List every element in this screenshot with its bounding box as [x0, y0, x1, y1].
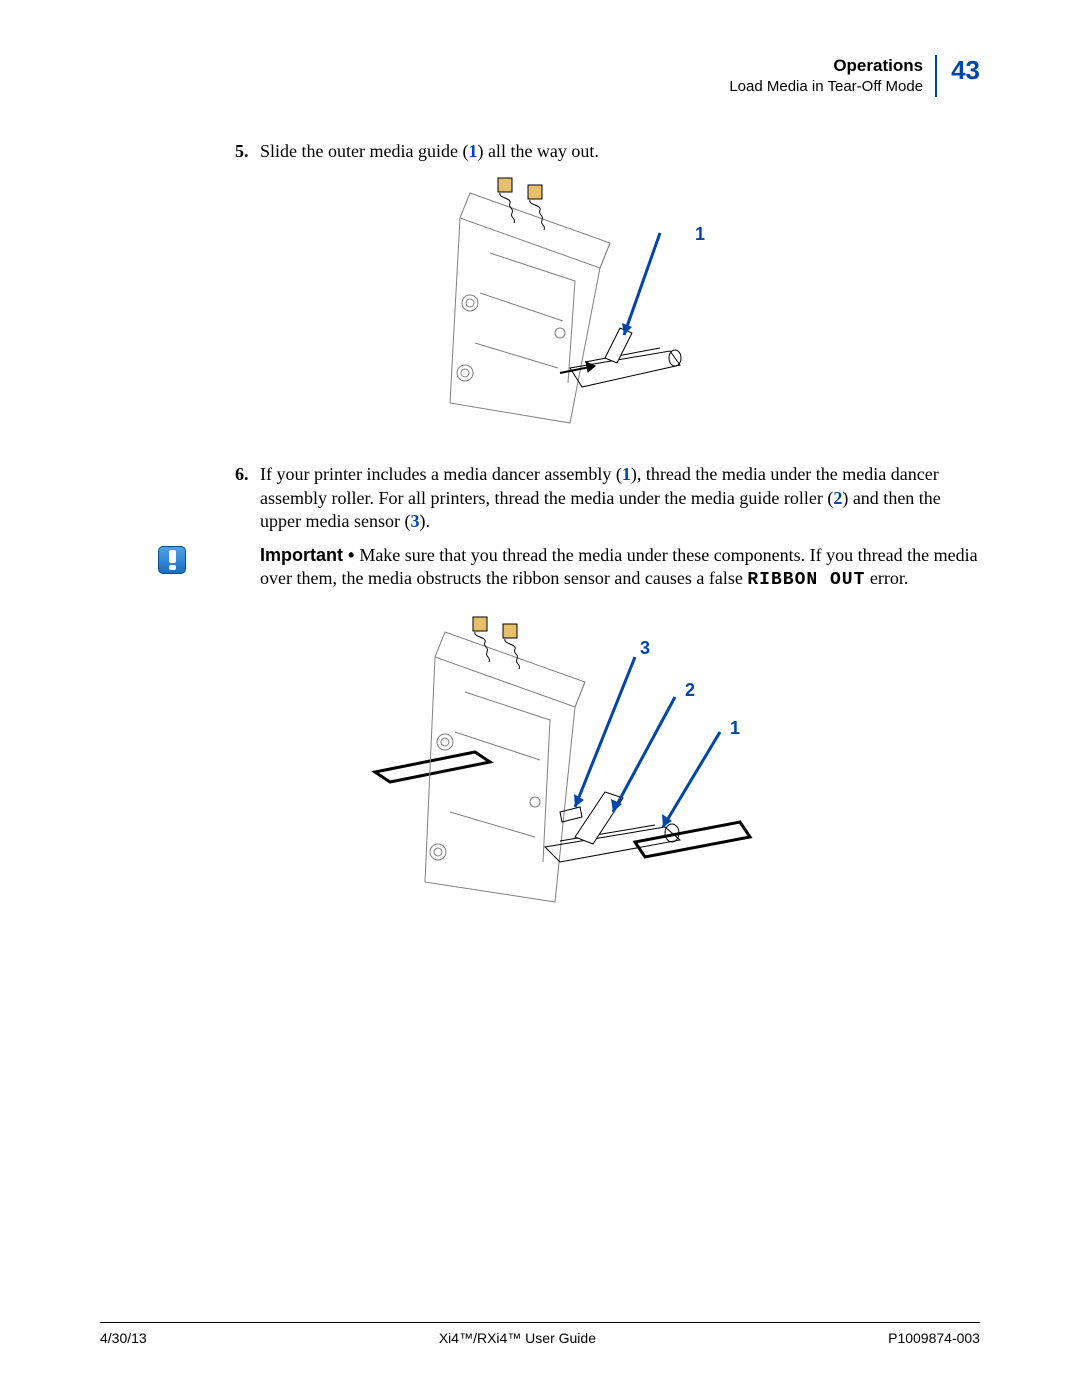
printer-diagram-1	[410, 173, 710, 433]
figure-1: 1	[140, 173, 980, 443]
footer-guide-name: Xi4™/RXi4™ User Guide	[439, 1329, 596, 1347]
important-icon	[158, 546, 186, 574]
document-page: Operations Load Media in Tear-Off Mode 4…	[0, 0, 1080, 1397]
page-footer: 4/30/13 Xi4™/RXi4™ User Guide P1009874-0…	[100, 1322, 980, 1347]
important-mono: RIBBON OUT	[747, 570, 865, 590]
step-5-text-b: ) all the way out.	[477, 141, 598, 161]
step-5-number: 5.	[235, 140, 249, 163]
step-5-text: Slide the outer media guide (1) all the …	[260, 141, 599, 161]
important-label: Important •	[260, 545, 359, 565]
important-note: Important • Make sure that you thread th…	[140, 544, 980, 593]
figure-2: 3 2 1	[140, 612, 980, 942]
footer-date: 4/30/13	[100, 1329, 147, 1347]
step-5-text-a: Slide the outer media guide (	[260, 141, 468, 161]
step-6-number: 6.	[235, 463, 249, 486]
figure-2-callout-2: 2	[685, 679, 695, 702]
step-6: 6. If your printer includes a media danc…	[140, 463, 980, 533]
step-6-text-a: If your printer includes a media dancer …	[260, 464, 622, 484]
page-header: Operations Load Media in Tear-Off Mode 4…	[729, 55, 980, 97]
exclamation-icon	[169, 550, 176, 570]
page-number: 43	[951, 55, 980, 83]
header-labels: Operations Load Media in Tear-Off Mode	[729, 55, 937, 97]
figure-2-callout-1: 1	[730, 717, 740, 740]
step-6-text: If your printer includes a media dancer …	[260, 464, 941, 531]
step-5: 5. Slide the outer media guide (1) all t…	[140, 140, 980, 163]
figure-2-callout-3: 3	[640, 637, 650, 660]
page-content: 5. Slide the outer media guide (1) all t…	[140, 140, 980, 962]
printer-diagram-2	[345, 612, 775, 932]
step-6-text-d: ).	[419, 511, 430, 531]
important-text-b: error.	[865, 568, 908, 588]
step-6-callout-2: 2	[833, 488, 842, 508]
header-subtitle: Load Media in Tear-Off Mode	[729, 77, 923, 97]
footer-part-number: P1009874-003	[888, 1329, 980, 1347]
header-section-title: Operations	[729, 55, 923, 77]
step-6-callout-1: 1	[622, 464, 631, 484]
figure-1-callout-1: 1	[695, 223, 705, 246]
